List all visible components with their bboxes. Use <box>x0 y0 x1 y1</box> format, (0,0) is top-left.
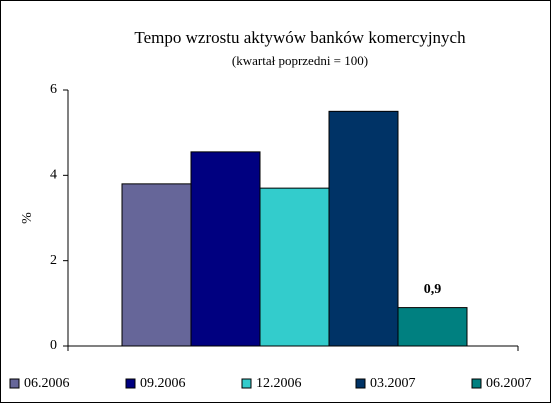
bar <box>397 307 468 347</box>
value-label: 0,9 <box>424 282 442 297</box>
legend-swatch <box>9 378 20 389</box>
y-axis-label: % <box>20 212 35 224</box>
y-tick-label: 6 <box>50 82 57 97</box>
y-tick-label: 2 <box>50 253 57 268</box>
bar <box>328 110 399 347</box>
legend-swatch <box>241 378 252 389</box>
bar <box>190 151 261 347</box>
chart-title: Tempo wzrostu aktywów banków komercyjnyc… <box>134 28 466 47</box>
chart-subtitle: (kwartał poprzedni = 100) <box>232 53 368 68</box>
legend-label: 03.2007 <box>370 376 416 391</box>
legend-swatch <box>125 378 136 389</box>
bar <box>121 183 192 347</box>
y-tick-label: 0 <box>50 338 57 353</box>
legend-label: 09.2006 <box>140 376 186 391</box>
legend-swatch <box>471 378 482 389</box>
legend-label: 06.2007 <box>486 376 532 391</box>
y-tick-label: 4 <box>50 168 57 183</box>
legend-swatch <box>355 378 366 389</box>
legend-label: 12.2006 <box>256 376 302 391</box>
legend-label: 06.2006 <box>24 376 70 391</box>
bar <box>259 187 330 347</box>
